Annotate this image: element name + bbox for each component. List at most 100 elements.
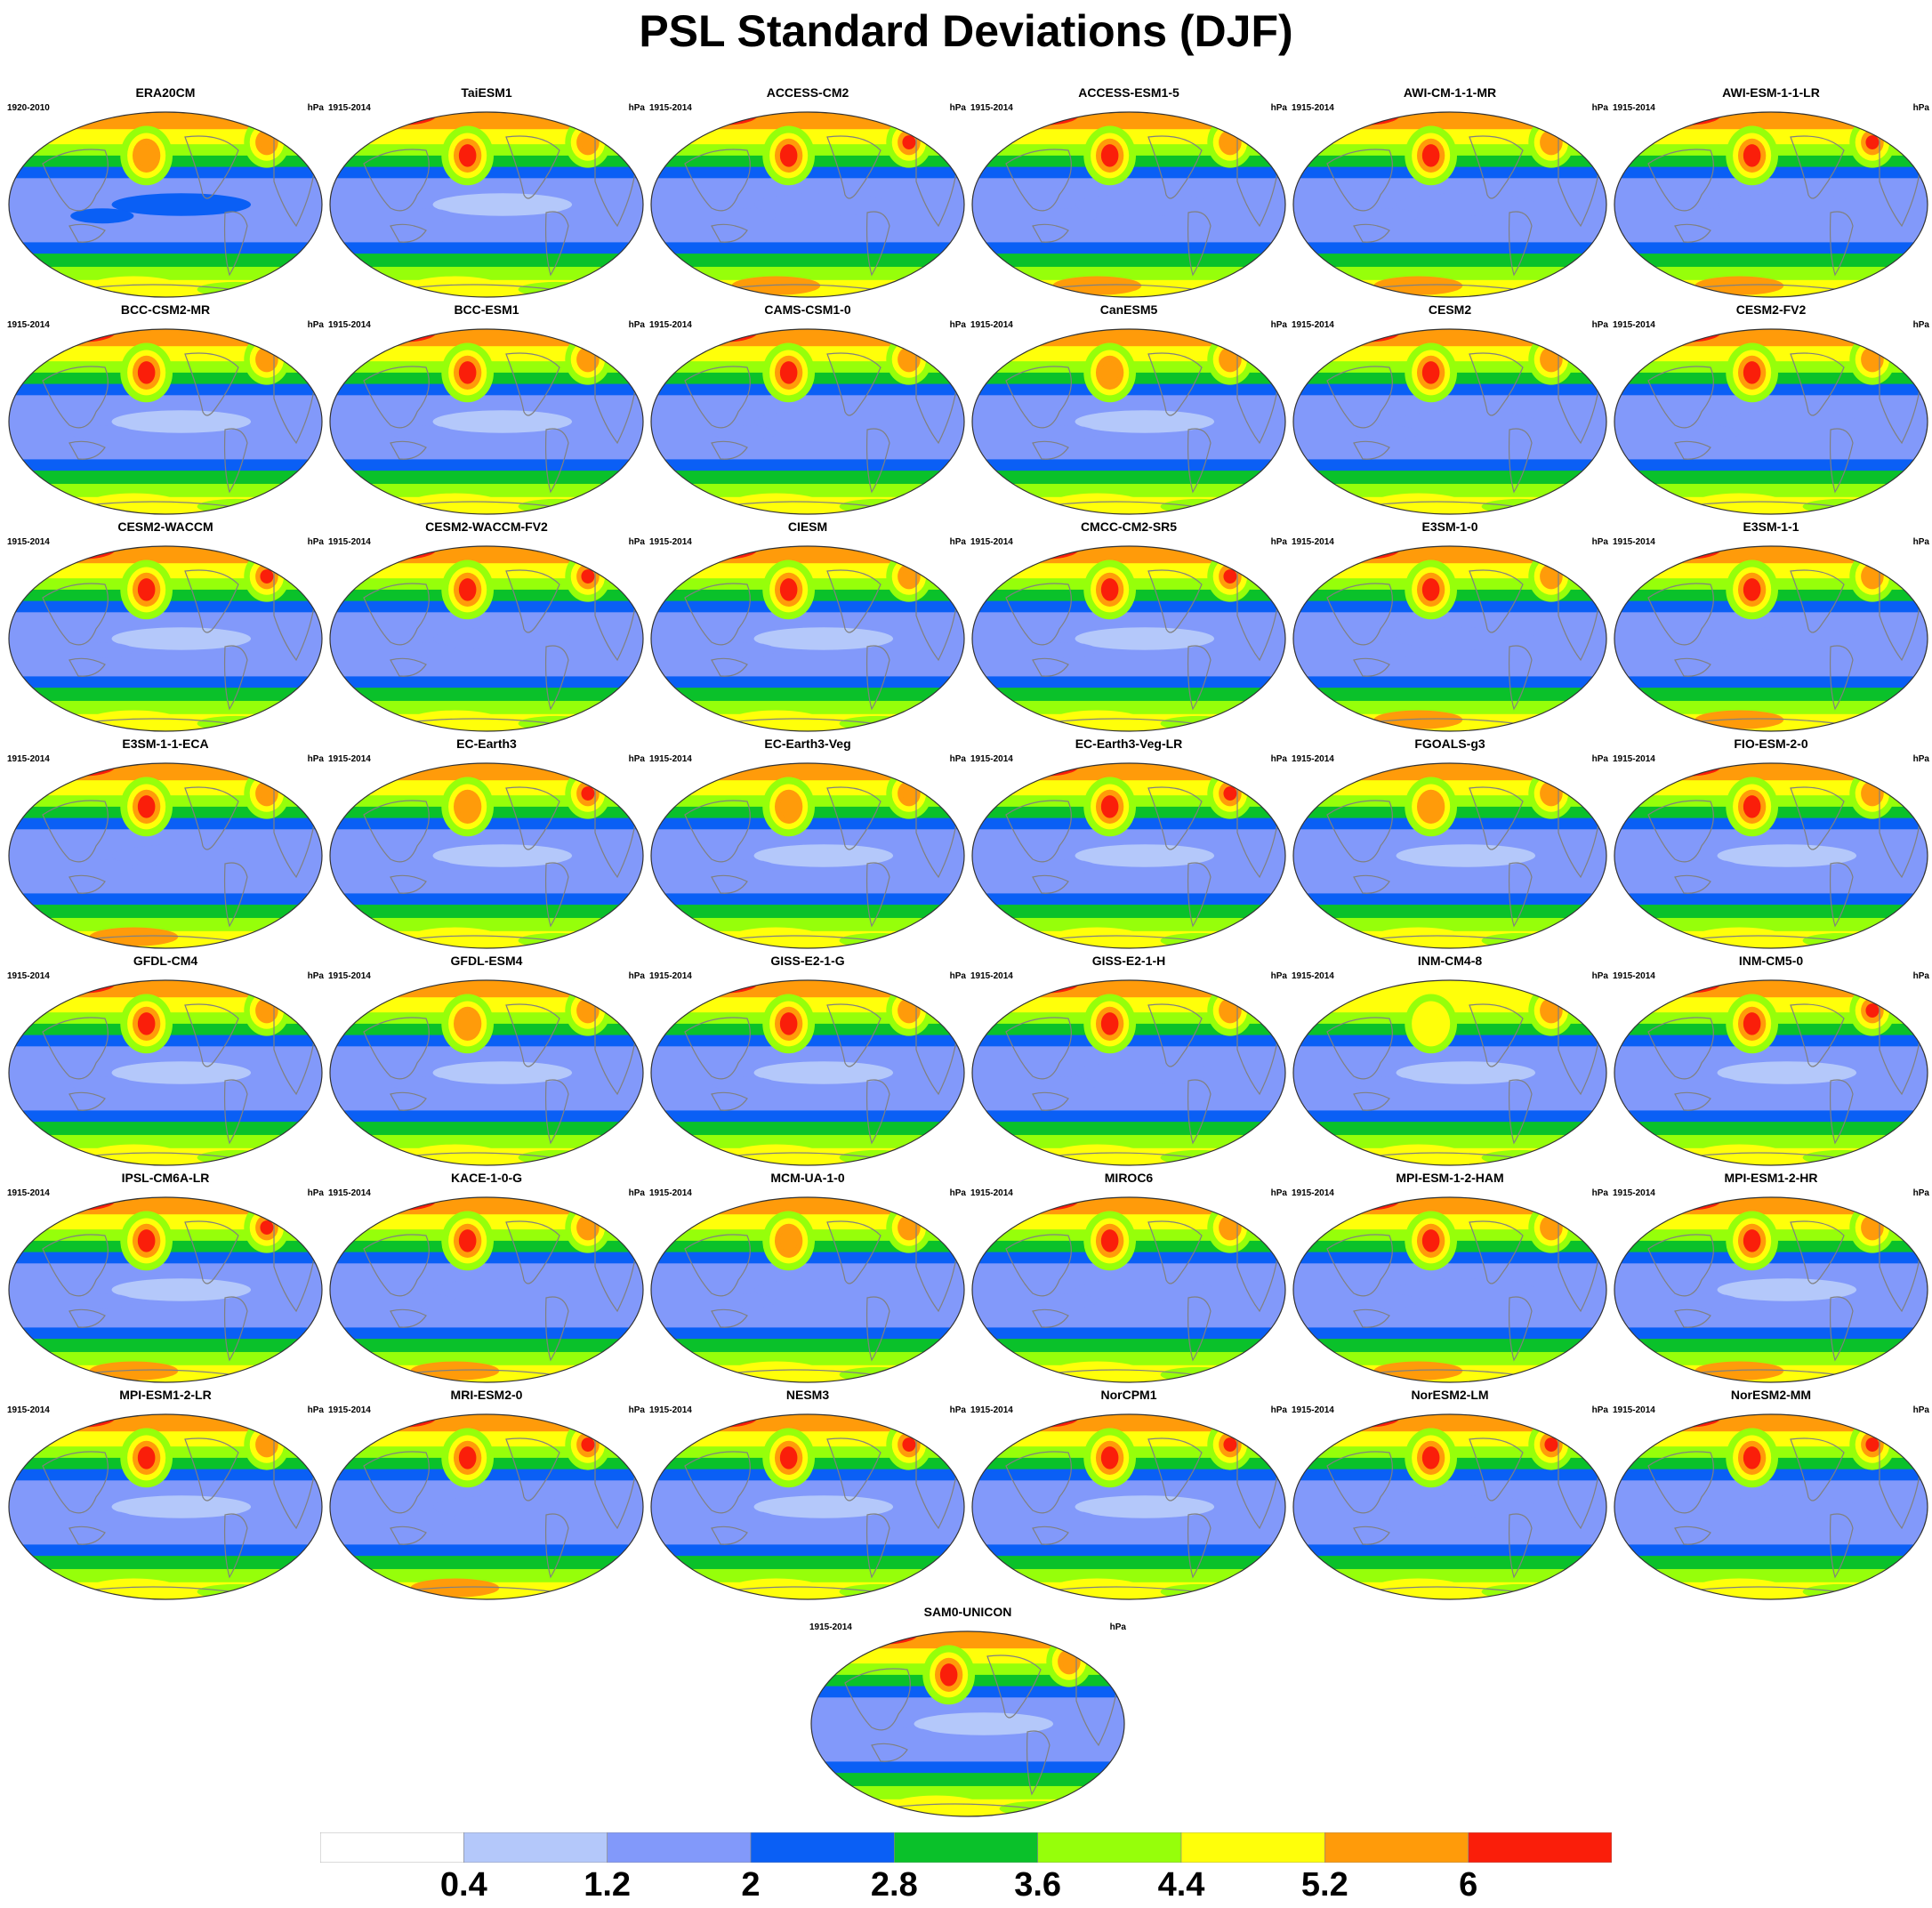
lat-band (1293, 688, 1606, 702)
coastline (390, 1308, 427, 1328)
coastline (1469, 352, 1524, 416)
lat-band (1293, 254, 1606, 268)
map-border (650, 762, 965, 949)
panel-title: CESM2-WACCM-FV2 (425, 519, 548, 534)
panel-unit: hPa (949, 754, 966, 764)
lat-band (651, 1414, 964, 1433)
southern-ocean-max (1481, 281, 1558, 297)
coastline (826, 786, 881, 850)
map-border (8, 545, 323, 732)
tropical-minimum (712, 642, 777, 658)
lat-band (1293, 1110, 1606, 1123)
coastline (1790, 569, 1845, 633)
southern-ocean-max (1802, 281, 1880, 297)
map-plot (1614, 979, 1928, 1166)
map-border (650, 545, 965, 732)
north-pacific-max (779, 795, 798, 818)
lat-band (651, 329, 964, 348)
lat-band (651, 546, 964, 565)
coastline (1674, 1091, 1711, 1111)
north-atlantic-max (902, 569, 916, 584)
colorbar-swatch (1180, 1832, 1325, 1863)
tropical-minimum (1717, 627, 1857, 650)
coastline (711, 874, 748, 894)
panel-unit: hPa (949, 103, 966, 113)
map-panel: CESM2-FV2 1915-2014 hPa (1611, 302, 1931, 519)
north-pacific-max (1100, 578, 1119, 601)
coastline (711, 223, 748, 243)
north-pacific-max (1100, 361, 1119, 384)
north-atlantic-max (1544, 135, 1558, 149)
north-pacific-max (137, 1446, 156, 1469)
coastline (1469, 786, 1524, 850)
panel-period: 1915-2014 (7, 537, 50, 547)
lat-band (9, 1122, 322, 1136)
lat-band (651, 917, 964, 932)
lat-band (811, 1773, 1124, 1787)
panel-period: 1915-2014 (970, 971, 1013, 981)
southern-ocean-max (89, 1144, 179, 1163)
tropical-minimum (111, 1061, 252, 1084)
map-plot (8, 545, 323, 732)
lat-band (9, 254, 322, 268)
panel-title: CESM2-WACCM (117, 519, 213, 534)
coastline (1187, 1513, 1212, 1579)
coastline (1674, 223, 1711, 243)
coastline (363, 366, 430, 429)
lat-band (1293, 459, 1606, 472)
north-pacific-max (137, 1012, 156, 1035)
lat-band (330, 700, 643, 715)
map-border (1292, 328, 1607, 515)
panel-unit: hPa (628, 320, 645, 330)
southern-ocean-max (1160, 715, 1237, 731)
coastline (1032, 1526, 1069, 1545)
map-border (971, 979, 1286, 1166)
lat-band (972, 763, 1285, 782)
north-pacific-max (1743, 144, 1761, 167)
coastline (544, 428, 569, 494)
north-pacific-max (137, 578, 156, 601)
lat-band (651, 700, 964, 715)
map-border (8, 762, 323, 949)
north-atlantic-max (581, 1220, 595, 1235)
southern-ocean-max (1160, 281, 1237, 297)
panel-period: 1915-2014 (809, 1622, 852, 1632)
north-atlantic-max (1865, 1220, 1880, 1235)
lat-band (1614, 459, 1928, 472)
coastline (68, 874, 106, 894)
tropical-minimum (712, 208, 777, 224)
tropical-minimum (1034, 1510, 1098, 1526)
lat-band (1614, 266, 1928, 281)
tropical-minimum (1034, 1076, 1098, 1092)
southern-ocean-max (89, 276, 179, 295)
panel-unit: hPa (628, 103, 645, 113)
panel-title: CAMS-CSM1-0 (764, 302, 851, 317)
map-panel: CMCC-CM2-SR5 1915-2014 hPa (969, 519, 1289, 737)
tropical-minimum (1355, 642, 1419, 658)
panel-title: KACE-1-0-G (450, 1171, 523, 1185)
north-atlantic-max (1223, 1437, 1237, 1452)
coastline (1508, 1513, 1533, 1579)
panel-unit: hPa (1912, 320, 1929, 330)
map-border (971, 762, 1286, 949)
coastline (1032, 1308, 1069, 1328)
panel-unit: hPa (1591, 320, 1608, 330)
panel-unit: hPa (1591, 754, 1608, 764)
map-panel: EC-Earth3-Veg-LR 1915-2014 hPa (969, 737, 1289, 954)
coastline (826, 352, 881, 416)
colorbar-swatch (320, 1832, 464, 1863)
tropical-minimum (712, 1510, 777, 1526)
north-pacific-max (1421, 1012, 1440, 1035)
lat-band (1293, 1327, 1606, 1340)
lat-band (1293, 242, 1606, 255)
coastline (223, 428, 248, 494)
panel-period: 1915-2014 (328, 1188, 371, 1198)
colorbar-tick-label: 0.4 (439, 1866, 487, 1904)
southern-ocean-max (731, 710, 821, 729)
lat-band (972, 700, 1285, 715)
lat-band (330, 546, 643, 565)
coastline (1829, 645, 1854, 711)
lat-band (651, 483, 964, 498)
panel-unit: hPa (628, 971, 645, 981)
lat-band (1614, 1339, 1928, 1353)
